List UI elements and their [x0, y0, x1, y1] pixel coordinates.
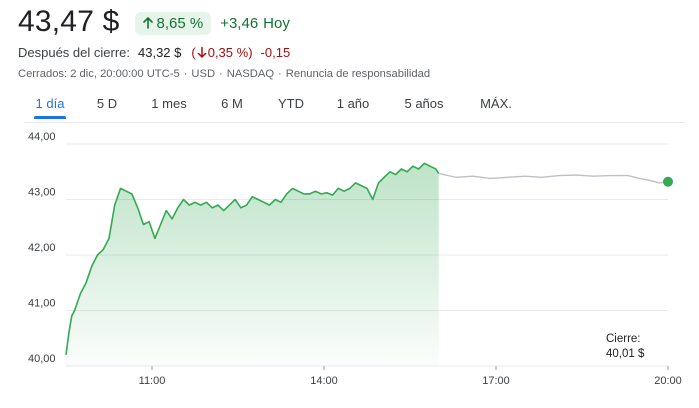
- currency-label: USD: [191, 68, 216, 80]
- separator: ·: [183, 68, 188, 80]
- x-tick-label: 17:00: [482, 375, 510, 387]
- arrow-up-icon: [142, 17, 153, 29]
- x-tick-label: 11:00: [139, 375, 166, 387]
- exchange-label: NASDAQ: [226, 68, 275, 80]
- y-tick-label: 44,00: [28, 131, 56, 143]
- after-hours-row: Después del cierre: 43,32 $ ( 0,35 % ) -…: [18, 45, 290, 60]
- after-hours-price: 43,32 $: [138, 45, 182, 60]
- after-hours-label: Después del cierre:: [18, 45, 130, 60]
- price-chart[interactable]: 44,00 43,00 42,00 41,00 40,00 11:00 14:00 17:00…: [0, 130, 699, 408]
- current-price: 43,47 $: [18, 5, 120, 38]
- after-hours-paren-open: (: [191, 45, 196, 60]
- change-percent-value: 8,65 %: [156, 14, 204, 32]
- price-line-regular-session: [65, 162, 440, 356]
- y-tick-label: 40,00: [28, 353, 56, 365]
- tab-ytd[interactable]: YTD: [278, 96, 304, 111]
- price-line-after-hours: [438, 172, 669, 184]
- tab-max[interactable]: MÁX.: [480, 96, 512, 111]
- disclaimer-link[interactable]: Renuncia de responsabilidad: [285, 68, 431, 80]
- separator: ·: [219, 68, 223, 80]
- x-tick-label: 14:00: [310, 375, 338, 387]
- after-hours-absolute: -0,15: [260, 45, 291, 60]
- after-hours-percent-value: 0,35 %: [207, 45, 249, 60]
- tab-1-year[interactable]: 1 año: [336, 96, 370, 111]
- market-closed-info: Cerrados: 2 dic, 20:00:00 UTC-5 · USD · NASD…: [18, 68, 430, 80]
- after-hours-percent: ( 0,35 % ): [191, 45, 252, 60]
- active-tab-indicator: [34, 116, 66, 119]
- y-tick-label: 42,00: [28, 242, 56, 254]
- tab-1-month[interactable]: 1 mes: [151, 96, 187, 111]
- tab-5-days[interactable]: 5 D: [96, 96, 118, 111]
- after-hours-paren-close: ): [248, 45, 253, 60]
- tab-1-day[interactable]: 1 día: [35, 96, 65, 111]
- previous-close-label: Cierre:: [606, 333, 641, 345]
- y-tick-label: 41,00: [28, 298, 56, 310]
- x-tick-label: 20:00: [654, 375, 682, 387]
- separator: ·: [278, 68, 282, 80]
- y-tick-label: 43,00: [28, 187, 56, 199]
- previous-close-value: 40,01 $: [606, 348, 645, 360]
- tabs-divider: [24, 122, 684, 123]
- change-absolute-value: +3,46: [220, 14, 259, 32]
- closed-time: Cerrados: 2 dic, 20:00:00 UTC-5: [18, 68, 180, 80]
- area-fill-regular-session: [66, 163, 439, 366]
- change-period: Hoy: [263, 14, 290, 32]
- change-absolute: +3,46 Hoy: [220, 15, 290, 32]
- last-price-dot: [663, 176, 673, 187]
- tab-5-years[interactable]: 5 años: [404, 96, 444, 111]
- arrow-down-icon: [197, 46, 206, 58]
- price-header: 43,47 $ 8,65 % +3,46 Hoy: [18, 4, 290, 40]
- change-percent-badge: 8,65 %: [134, 11, 212, 35]
- tab-6-months[interactable]: 6 M: [221, 96, 243, 111]
